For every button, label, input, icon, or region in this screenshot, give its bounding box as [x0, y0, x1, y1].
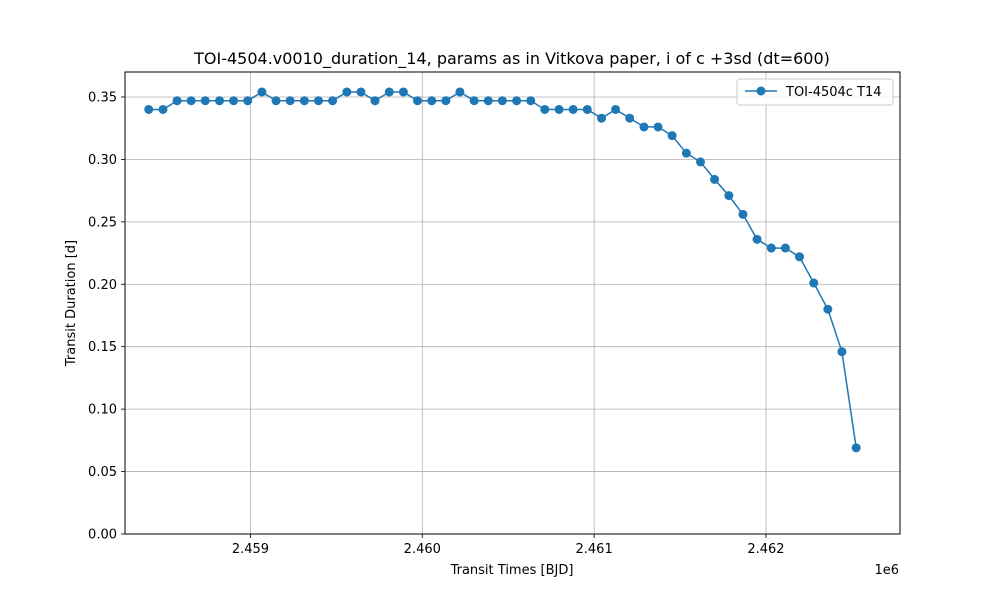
data-point: [667, 131, 677, 141]
data-point: [398, 87, 408, 97]
data-point: [172, 96, 182, 106]
data-point: [738, 209, 748, 219]
data-point: [639, 122, 649, 132]
data-point: [752, 234, 762, 244]
data-point: [681, 148, 691, 158]
data-point: [271, 96, 281, 106]
series-layer: [144, 87, 861, 453]
x-axis-label: Transit Times [BJD]: [450, 563, 574, 578]
data-point: [695, 157, 705, 167]
data-point: [653, 122, 663, 132]
data-point: [370, 96, 380, 106]
legend: TOI-4504c T14: [736, 78, 894, 106]
data-point: [243, 96, 253, 106]
data-point: [384, 87, 394, 97]
x-tick-label: 2.459: [232, 542, 269, 557]
data-point: [823, 304, 833, 314]
y-tick-label: 0.05: [88, 465, 117, 480]
data-point: [794, 252, 804, 262]
data-point: [611, 104, 621, 114]
data-point: [215, 96, 225, 106]
data-point: [313, 96, 323, 106]
data-point: [512, 96, 522, 106]
legend-marker: [756, 86, 766, 96]
data-point: [229, 96, 239, 106]
data-point: [441, 96, 451, 106]
data-point: [412, 96, 422, 106]
data-point: [186, 96, 196, 106]
y-tick-label: 0.25: [88, 215, 117, 230]
x-tick-label: 2.462: [747, 542, 784, 557]
data-point: [766, 243, 776, 253]
data-point: [200, 96, 210, 106]
x-tick-label: 2.461: [576, 542, 613, 557]
data-point: [483, 96, 493, 106]
data-point: [837, 347, 847, 357]
y-tick-label: 0.00: [88, 528, 117, 543]
y-tick-label: 0.20: [88, 278, 117, 293]
data-point: [455, 87, 465, 97]
data-point: [554, 104, 564, 114]
data-point: [526, 96, 536, 106]
data-point: [427, 96, 437, 106]
data-point: [497, 96, 507, 106]
data-point: [710, 174, 720, 184]
y-tick-label: 0.10: [88, 403, 117, 418]
y-axis-label: Transit Duration [d]: [64, 240, 79, 367]
data-point: [257, 87, 267, 97]
x-offset-label: 1e6: [874, 563, 899, 578]
data-point: [809, 278, 819, 288]
grid: [125, 72, 900, 535]
data-point: [780, 243, 790, 253]
data-point: [144, 104, 154, 114]
data-point: [851, 443, 861, 453]
data-point: [540, 104, 550, 114]
legend-box: [736, 78, 894, 106]
data-point: [597, 113, 607, 123]
data-point: [328, 96, 338, 106]
data-point: [469, 96, 479, 106]
y-axis: 0.00 0.05 0.10 0.15 0.20 0.25 0.30 0.35: [88, 90, 125, 543]
y-tick-label: 0.15: [88, 340, 117, 355]
data-point: [158, 104, 168, 114]
data-point: [285, 96, 295, 106]
y-tick-label: 0.35: [88, 90, 117, 105]
x-axis: 2.459 2.460 2.461 2.462: [232, 534, 785, 557]
data-point: [724, 191, 734, 201]
data-point: [582, 104, 592, 114]
data-point: [356, 87, 366, 97]
data-point: [299, 96, 309, 106]
y-tick-label: 0.30: [88, 153, 117, 168]
plot-frame: [124, 71, 901, 535]
data-point: [342, 87, 352, 97]
data-point: [625, 113, 635, 123]
data-point: [568, 104, 578, 114]
chart-title: TOI-4504.v0010_duration_14, params as in…: [193, 49, 830, 69]
x-tick-label: 2.460: [404, 542, 441, 557]
legend-label: TOI-4504c T14: [785, 85, 882, 100]
